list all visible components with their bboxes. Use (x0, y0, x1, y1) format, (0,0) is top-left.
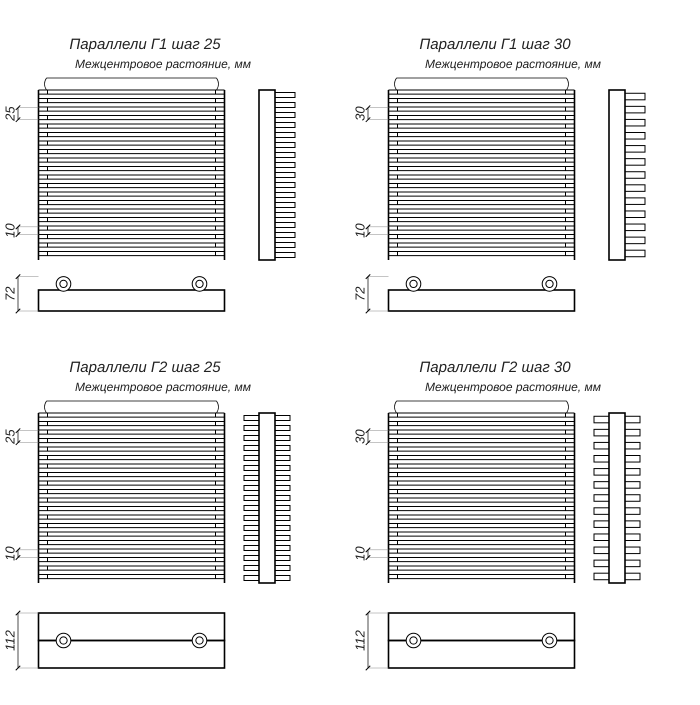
svg-text:10: 10 (352, 223, 367, 238)
svg-text:10: 10 (352, 546, 367, 561)
svg-text:Параллели Г1 шаг 25: Параллели Г1 шаг 25 (69, 36, 221, 53)
svg-text:112: 112 (352, 629, 367, 650)
svg-text:Межцентровое растояние, мм: Межцентровое растояние, мм (75, 57, 251, 71)
svg-text:Параллели Г2 шаг 25: Параллели Г2 шаг 25 (69, 359, 221, 376)
svg-text:30: 30 (352, 106, 367, 121)
svg-text:Параллели Г2 шаг 30: Параллели Г2 шаг 30 (419, 359, 571, 376)
svg-text:10: 10 (2, 546, 17, 561)
svg-text:25: 25 (2, 106, 17, 122)
svg-text:Межцентровое растояние, мм: Межцентровое растояние, мм (425, 380, 601, 394)
svg-text:Параллели Г1 шаг 30: Параллели Г1 шаг 30 (419, 36, 571, 53)
svg-text:72: 72 (352, 286, 367, 301)
svg-text:25: 25 (2, 429, 17, 445)
svg-text:Межцентровое растояние, мм: Межцентровое растояние, мм (425, 57, 601, 71)
svg-text:30: 30 (352, 429, 367, 444)
svg-text:112: 112 (2, 629, 17, 650)
svg-text:10: 10 (2, 223, 17, 238)
svg-text:Межцентровое растояние, мм: Межцентровое растояние, мм (75, 380, 251, 394)
svg-text:72: 72 (2, 286, 17, 301)
